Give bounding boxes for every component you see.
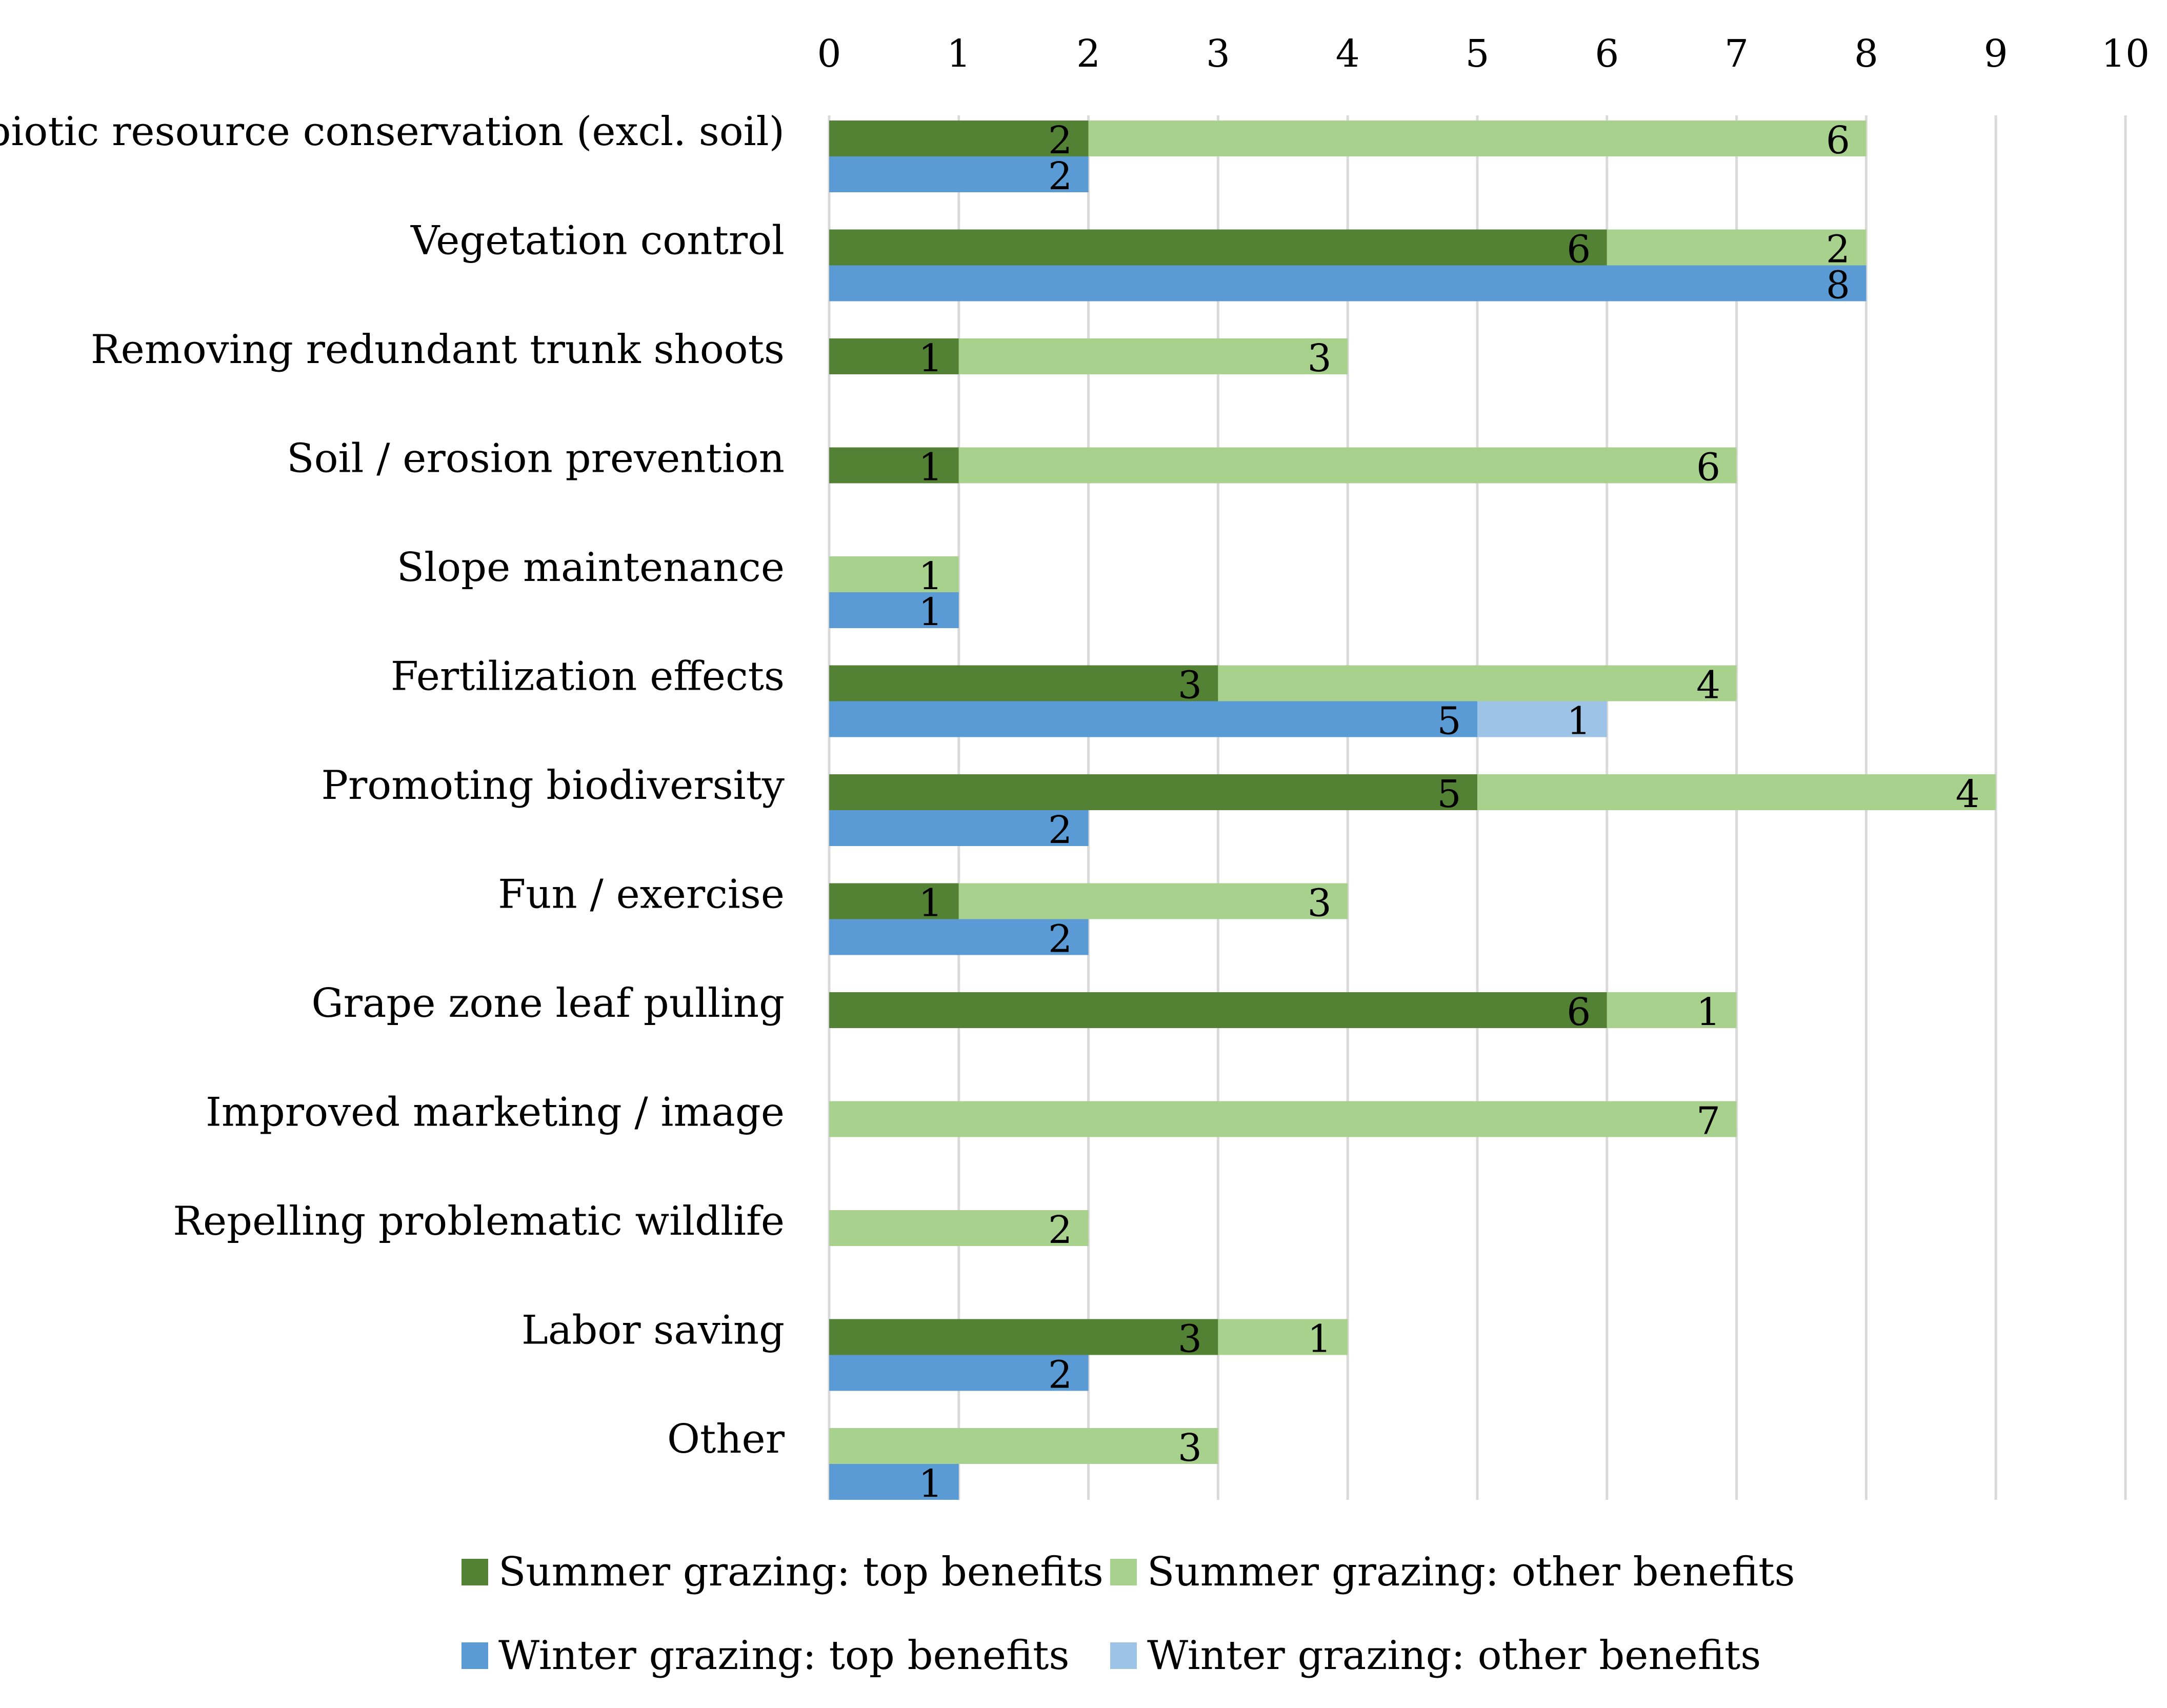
- bar-summer-top-2: [829, 338, 959, 374]
- legend-swatch-3: [1110, 1642, 1137, 1669]
- bar-summer-other-12: [829, 1428, 1218, 1464]
- tick-label-2: 2: [1076, 32, 1100, 76]
- data-label-summer-other-0: 6: [1826, 118, 1850, 163]
- data-label-winter-top-4: 1: [918, 590, 942, 634]
- data-label-summer-other-7: 3: [1308, 881, 1332, 926]
- bar-winter-top-6: [829, 810, 1089, 846]
- bar-summer-top-6: [829, 774, 1477, 810]
- data-label-winter-top-0: 2: [1048, 154, 1072, 198]
- category-label-4: Slope maintenance: [397, 545, 785, 591]
- data-label-summer-top-11: 3: [1178, 1317, 1202, 1361]
- bar-winter-top-1: [829, 265, 1867, 302]
- x-axis-ticks: 0 1 2 3 4 5 6 7 8 9 10: [817, 32, 2150, 76]
- data-label-winter-top-5: 5: [1437, 699, 1461, 744]
- category-label-3: Soil / erosion prevention: [287, 436, 785, 482]
- bar-summer-other-4: [829, 556, 959, 592]
- tick-label-7: 7: [1724, 32, 1749, 76]
- tick-label-4: 4: [1336, 32, 1360, 76]
- legend-label-1: Summer grazing: other benefits: [1147, 1549, 1795, 1595]
- bar-summer-top-7: [829, 883, 959, 919]
- data-label-summer-other-6: 4: [1956, 772, 1980, 816]
- bar-summer-top-3: [829, 447, 959, 484]
- category-labels: Abiotic resource conservation (excl. soi…: [0, 109, 785, 1462]
- data-label-summer-top-1: 6: [1567, 228, 1591, 272]
- data-label-summer-other-5: 4: [1696, 664, 1720, 708]
- data-label-winter-top-11: 2: [1048, 1353, 1072, 1397]
- tick-label-9: 9: [1984, 32, 2008, 76]
- tick-label-6: 6: [1595, 32, 1619, 76]
- bar-summer-other-11: [1218, 1319, 1348, 1355]
- legend-swatch-0: [462, 1559, 488, 1585]
- bar-summer-top-0: [829, 120, 1089, 156]
- tick-label-0: 0: [817, 32, 841, 76]
- tick-label-1: 1: [947, 32, 971, 76]
- bar-summer-other-10: [829, 1210, 1089, 1246]
- legend-label-3: Winter grazing: other benefits: [1147, 1633, 1761, 1679]
- bar-summer-top-8: [829, 992, 1607, 1028]
- data-label-summer-other-12: 3: [1178, 1426, 1202, 1470]
- bar-summer-top-11: [829, 1319, 1218, 1355]
- bar-summer-other-5: [1218, 665, 1737, 701]
- data-label-summer-top-7: 1: [918, 881, 942, 926]
- data-label-summer-other-1: 2: [1826, 228, 1850, 272]
- category-label-0: Abiotic resource conservation (excl. soi…: [0, 109, 785, 155]
- bar-winter-top-12: [829, 1464, 959, 1500]
- tick-label-5: 5: [1465, 32, 1489, 76]
- bar-summer-other-0: [1088, 120, 1867, 156]
- tick-label-8: 8: [1854, 32, 1878, 76]
- legend-swatch-1: [1110, 1559, 1137, 1585]
- legend-label-0: Summer grazing: top benefits: [498, 1549, 1103, 1595]
- data-label-summer-top-8: 6: [1567, 990, 1591, 1034]
- bar-winter-top-0: [829, 156, 1089, 192]
- data-label-summer-other-10: 2: [1048, 1208, 1072, 1252]
- category-label-2: Removing redundant trunk shoots: [91, 327, 785, 373]
- legend-swatch-2: [462, 1642, 488, 1669]
- bar-summer-other-9: [829, 1101, 1737, 1137]
- legend: Summer grazing: top benefits Summer grazi…: [462, 1549, 1795, 1679]
- data-label-winter-top-6: 2: [1048, 808, 1072, 852]
- legend-label-2: Winter grazing: top benefits: [498, 1633, 1069, 1679]
- bar-summer-other-2: [958, 338, 1348, 374]
- data-label-summer-other-11: 1: [1308, 1317, 1332, 1361]
- category-label-11: Labor saving: [521, 1308, 785, 1354]
- tick-label-10: 10: [2101, 32, 2150, 76]
- bar-summer-other-3: [958, 447, 1737, 484]
- category-label-5: Fertilization effects: [391, 654, 785, 700]
- bar-winter-top-4: [829, 592, 959, 628]
- data-label-summer-top-5: 3: [1178, 664, 1202, 708]
- data-label-winter-top-7: 2: [1048, 917, 1072, 961]
- bar-summer-other-6: [1477, 774, 1996, 810]
- data-label-summer-other-3: 6: [1696, 446, 1720, 490]
- category-label-12: Other: [667, 1416, 785, 1462]
- bar-summer-other-8: [1607, 992, 1737, 1028]
- data-label-summer-other-2: 3: [1308, 336, 1332, 380]
- bar-winter-top-7: [829, 919, 1089, 955]
- bar-winter-other-5: [1477, 701, 1607, 737]
- data-label-summer-top-6: 5: [1437, 772, 1461, 816]
- category-label-7: Fun / exercise: [498, 872, 785, 918]
- category-label-6: Promoting biodiversity: [321, 762, 785, 809]
- bar-winter-top-11: [829, 1355, 1089, 1391]
- bar-summer-top-1: [829, 229, 1607, 266]
- bar-winter-top-5: [829, 701, 1477, 737]
- data-label-summer-top-0: 2: [1048, 118, 1072, 163]
- tick-label-3: 3: [1206, 32, 1230, 76]
- category-label-8: Grape zone leaf pulling: [311, 980, 785, 1027]
- data-label-summer-top-3: 1: [918, 446, 942, 490]
- category-label-9: Improved marketing / image: [206, 1090, 785, 1136]
- data-label-winter-top-1: 8: [1826, 264, 1850, 308]
- data-label-winter-top-12: 1: [918, 1462, 942, 1506]
- category-label-10: Repelling problematic wildlife: [173, 1198, 785, 1244]
- data-label-winter-other-5: 1: [1567, 699, 1591, 744]
- data-label-summer-other-8: 1: [1696, 990, 1720, 1034]
- category-label-1: Vegetation control: [410, 218, 785, 264]
- data-label-summer-top-2: 1: [918, 336, 942, 380]
- data-label-summer-other-4: 1: [918, 554, 942, 598]
- bar-summer-other-7: [958, 883, 1348, 919]
- data-label-summer-other-9: 7: [1696, 1099, 1720, 1143]
- bar-summer-other-1: [1607, 229, 1867, 266]
- bar-summer-top-5: [829, 665, 1218, 701]
